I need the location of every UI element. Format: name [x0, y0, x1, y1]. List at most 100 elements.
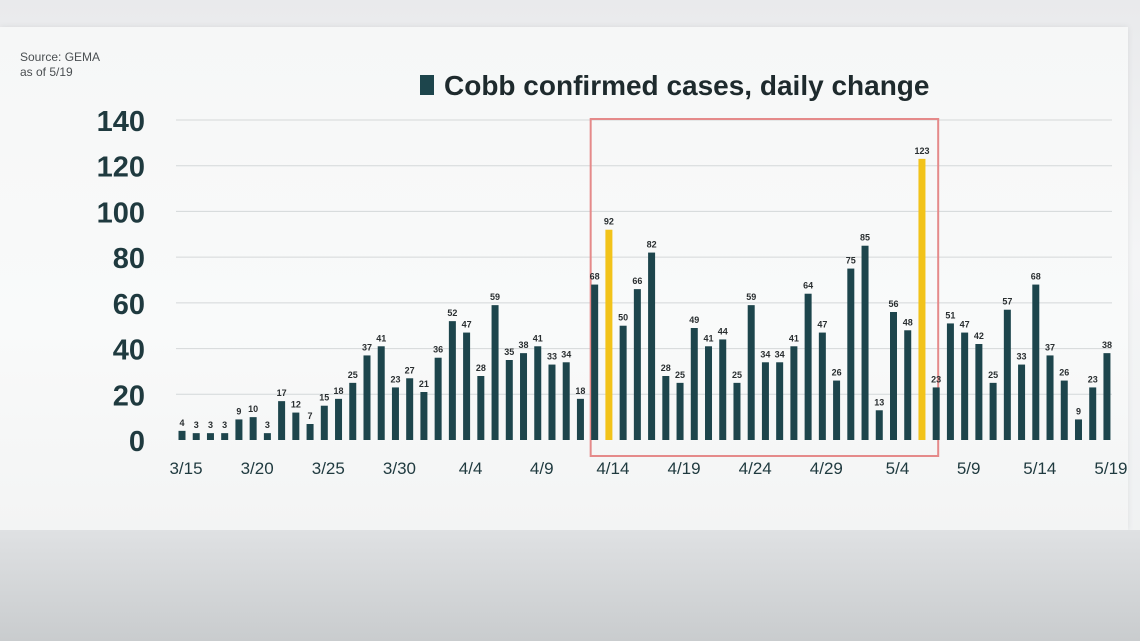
- data-label-3/21: 3: [265, 420, 270, 430]
- bar-4/30: [833, 380, 841, 440]
- chart-board: [0, 27, 1128, 530]
- bar-4/2: [434, 357, 442, 440]
- bar-3/29: [377, 346, 385, 440]
- bar-3/21: [263, 433, 271, 440]
- data-label-5/4: 56: [888, 299, 898, 309]
- data-label-4/30: 26: [832, 368, 842, 378]
- bar-3/20: [249, 417, 257, 440]
- x-tick-4/4: 4/4: [459, 459, 483, 478]
- data-label-5/9: 47: [960, 320, 970, 330]
- data-label-4/13: 68: [590, 272, 600, 282]
- bottom-strip: [0, 530, 1140, 641]
- bar-4/22: [719, 339, 727, 440]
- x-tick-3/15: 3/15: [169, 459, 202, 478]
- data-label-4/23: 25: [732, 370, 742, 380]
- bar-3/28: [363, 355, 371, 440]
- y-tick-120: 120: [97, 152, 145, 184]
- data-label-3/20: 10: [248, 404, 258, 414]
- data-label-4/28: 64: [803, 281, 813, 291]
- bar-3/27: [349, 382, 357, 440]
- bar-4/4: [463, 332, 471, 440]
- legend-label: Cobb confirmed cases, daily change: [444, 70, 929, 101]
- x-tick-5/19: 5/19: [1094, 459, 1127, 478]
- data-label-4/15: 50: [618, 313, 628, 323]
- x-tick-4/29: 4/29: [810, 459, 843, 478]
- bar-4/5: [477, 376, 485, 440]
- bar-5/19: [1103, 353, 1111, 440]
- legend: Cobb confirmed cases, daily change: [420, 70, 929, 101]
- data-label-3/30: 23: [390, 374, 400, 384]
- bar-3/16: [192, 433, 200, 440]
- bar-3/31: [406, 378, 414, 440]
- data-label-4/3: 52: [447, 308, 457, 318]
- bar-4/8: [520, 353, 528, 440]
- x-tick-5/9: 5/9: [957, 459, 981, 478]
- bar-3/24: [306, 424, 314, 440]
- x-tick-5/14: 5/14: [1023, 459, 1056, 478]
- data-label-4/29: 47: [817, 320, 827, 330]
- bar-5/8: [946, 323, 954, 440]
- y-tick-80: 80: [113, 243, 145, 275]
- bar-5/17: [1074, 419, 1082, 440]
- data-label-5/5: 48: [903, 317, 913, 327]
- data-label-4/1: 21: [419, 379, 429, 389]
- bar-3/25: [320, 405, 328, 440]
- data-label-4/4: 47: [462, 320, 472, 330]
- bar-4/17: [648, 252, 656, 440]
- y-tick-60: 60: [113, 289, 145, 321]
- bar-4/16: [633, 289, 641, 440]
- bar-5/13: [1018, 364, 1026, 440]
- as-of-label: as of 5/19: [20, 65, 73, 79]
- bar-5/16: [1060, 380, 1068, 440]
- data-label-4/7: 35: [504, 347, 514, 357]
- bar-3/19: [235, 419, 243, 440]
- data-label-3/29: 41: [376, 333, 386, 343]
- highlight-box-rect: [589, 118, 940, 457]
- bar-4/29: [818, 332, 826, 440]
- data-label-3/27: 25: [348, 370, 358, 380]
- bar-3/18: [221, 433, 229, 440]
- bar-5/7: [932, 387, 940, 440]
- data-label-3/22: 17: [277, 388, 287, 398]
- x-tick-3/20: 3/20: [241, 459, 274, 478]
- data-label-3/15: 4: [179, 418, 184, 428]
- x-tick-4/9: 4/9: [530, 459, 554, 478]
- bar-4/3: [448, 321, 456, 440]
- bar-5/2: [861, 245, 869, 440]
- data-label-3/31: 27: [405, 365, 415, 375]
- data-label-3/19: 9: [236, 406, 241, 416]
- bar-4/25: [761, 362, 769, 440]
- source-label: Source: GEMA: [20, 50, 101, 64]
- y-tick-0: 0: [129, 426, 145, 458]
- data-label-3/26: 18: [334, 386, 344, 396]
- data-label-4/8: 38: [519, 340, 529, 350]
- bar-3/15: [178, 430, 186, 440]
- bar-3/22: [278, 401, 286, 440]
- data-label-4/21: 41: [704, 333, 714, 343]
- bar-3/23: [292, 412, 300, 440]
- data-label-3/16: 3: [194, 420, 199, 430]
- bar-5/10: [975, 344, 983, 440]
- data-label-4/14: 92: [604, 217, 614, 227]
- bar-5/18: [1089, 387, 1097, 440]
- bar-4/14: [605, 229, 613, 440]
- bar-4/12: [576, 398, 584, 440]
- data-label-5/13: 33: [1017, 352, 1027, 362]
- data-label-5/19: 38: [1102, 340, 1112, 350]
- data-label-4/25: 34: [760, 349, 770, 359]
- data-label-4/17: 82: [647, 240, 657, 250]
- bar-4/24: [747, 305, 755, 440]
- data-label-5/14: 68: [1031, 272, 1041, 282]
- data-label-4/26: 34: [775, 349, 785, 359]
- bar-4/13: [591, 284, 599, 440]
- data-label-3/17: 3: [208, 420, 213, 430]
- y-tick-100: 100: [97, 197, 145, 229]
- y-axis: 0 20 40 60 80 100 120 140: [97, 106, 145, 458]
- bar-3/30: [391, 387, 399, 440]
- data-label-5/16: 26: [1059, 368, 1069, 378]
- data-label-4/10: 33: [547, 352, 557, 362]
- bar-5/11: [989, 382, 997, 440]
- data-label-4/22: 44: [718, 326, 728, 336]
- data-label-5/6: 123: [914, 146, 929, 156]
